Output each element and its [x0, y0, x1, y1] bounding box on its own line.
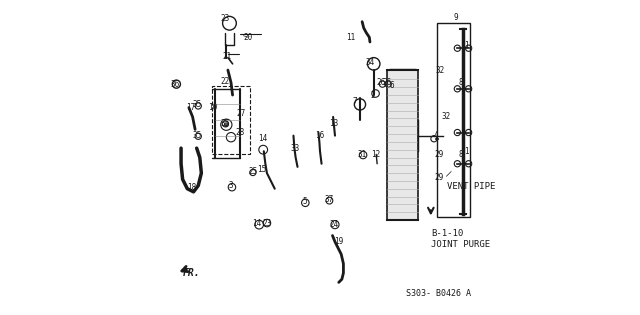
Text: 7: 7 — [352, 97, 356, 106]
Text: 9: 9 — [454, 13, 458, 21]
Text: 13: 13 — [330, 119, 339, 128]
Text: 36: 36 — [170, 80, 179, 89]
Text: 28: 28 — [236, 128, 245, 137]
Text: 20: 20 — [243, 33, 252, 42]
Text: 14: 14 — [252, 219, 262, 227]
Text: 34: 34 — [365, 58, 374, 67]
Text: 24: 24 — [330, 220, 339, 229]
Text: 1: 1 — [465, 41, 469, 49]
Text: 32: 32 — [442, 112, 451, 121]
Text: FR.: FR. — [183, 268, 201, 278]
Text: 33: 33 — [291, 144, 300, 153]
Text: 32: 32 — [436, 66, 445, 75]
Text: 23: 23 — [262, 219, 271, 227]
Bar — [437, 23, 470, 217]
Text: 8: 8 — [458, 78, 463, 87]
Text: 17: 17 — [186, 103, 195, 112]
Text: B-1-10
JOINT PURGE: B-1-10 JOINT PURGE — [431, 229, 490, 249]
Text: 26: 26 — [383, 78, 392, 87]
Text: 23: 23 — [220, 14, 229, 23]
Text: 6: 6 — [390, 81, 394, 90]
Text: 15: 15 — [258, 165, 267, 175]
Text: S303- B0426 A: S303- B0426 A — [406, 289, 471, 298]
Text: 26: 26 — [376, 78, 385, 87]
Text: 29: 29 — [434, 173, 444, 182]
Text: 22: 22 — [220, 77, 229, 85]
Text: 12: 12 — [372, 150, 381, 159]
Text: 4: 4 — [433, 131, 438, 140]
Text: 37: 37 — [324, 195, 334, 204]
Text: 35: 35 — [193, 100, 202, 109]
Bar — [212, 86, 250, 154]
Circle shape — [224, 122, 229, 127]
Text: 21: 21 — [222, 52, 232, 60]
Text: VENT PIPE: VENT PIPE — [447, 182, 496, 192]
Bar — [387, 70, 419, 220]
Text: 10: 10 — [207, 103, 217, 112]
Text: 5: 5 — [302, 197, 307, 206]
Text: 11: 11 — [347, 33, 356, 42]
Text: 35: 35 — [193, 131, 202, 140]
Text: 35: 35 — [220, 119, 229, 128]
Text: 8: 8 — [458, 150, 463, 159]
Text: 19: 19 — [334, 237, 343, 246]
Text: 14: 14 — [259, 134, 268, 143]
Text: 16: 16 — [316, 131, 324, 140]
Text: 18: 18 — [188, 183, 196, 192]
Text: 2: 2 — [371, 90, 376, 100]
Text: 25: 25 — [248, 167, 257, 176]
Text: 31: 31 — [358, 150, 367, 159]
Text: 3: 3 — [228, 181, 234, 190]
Text: 27: 27 — [237, 109, 246, 118]
Text: 29: 29 — [434, 150, 444, 159]
Text: 1: 1 — [465, 147, 469, 156]
